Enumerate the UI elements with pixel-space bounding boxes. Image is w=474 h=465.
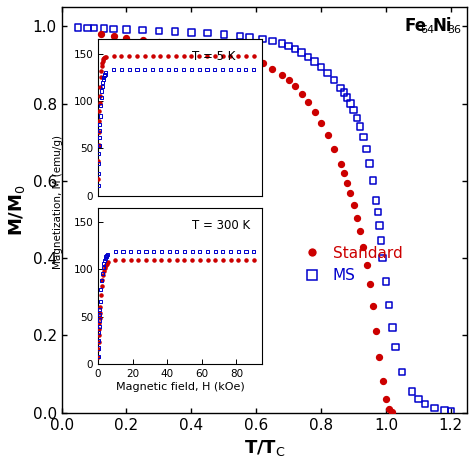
Point	[188, 42, 195, 49]
Text: Magnetization, M (emu/g): Magnetization, M (emu/g)	[53, 135, 63, 269]
Point	[373, 197, 380, 204]
Point	[278, 40, 286, 47]
Text: 36: 36	[447, 25, 462, 35]
Point	[374, 208, 382, 216]
Point	[236, 50, 244, 57]
Point	[236, 32, 244, 40]
Point	[84, 24, 91, 32]
Point	[350, 106, 357, 114]
Point	[90, 25, 98, 32]
Point	[376, 222, 383, 229]
Point	[356, 123, 364, 131]
Point	[269, 37, 276, 45]
Point	[379, 377, 386, 385]
Point	[123, 26, 130, 33]
Point	[359, 244, 367, 251]
Point	[366, 281, 374, 288]
Point	[340, 89, 347, 96]
Point	[311, 108, 319, 116]
Point	[353, 214, 361, 221]
Point	[204, 44, 211, 51]
Point	[292, 82, 299, 90]
Point	[353, 114, 361, 121]
Point	[359, 133, 367, 141]
Point	[385, 405, 393, 412]
Point	[440, 406, 448, 414]
Point	[421, 400, 428, 408]
Point	[398, 368, 406, 376]
Point	[363, 146, 370, 153]
Text: Ni: Ni	[433, 17, 452, 35]
Point	[109, 25, 117, 33]
Point	[379, 254, 386, 262]
Point	[74, 24, 82, 31]
Point	[340, 169, 347, 177]
X-axis label: T/T$_{\rm C}$: T/T$_{\rm C}$	[244, 438, 285, 458]
Point	[304, 53, 312, 60]
Point	[155, 38, 163, 46]
Point	[337, 84, 344, 92]
Point	[447, 408, 455, 415]
Point	[246, 33, 254, 41]
Point	[366, 159, 374, 167]
Point	[346, 100, 354, 107]
Point	[324, 132, 331, 139]
Point	[188, 29, 195, 36]
Point	[292, 46, 299, 53]
Point	[389, 408, 396, 416]
Point	[285, 42, 292, 50]
Point	[431, 404, 438, 412]
Point	[317, 63, 325, 71]
Point	[356, 228, 364, 235]
Point	[269, 65, 276, 73]
Point	[304, 99, 312, 106]
Point	[382, 278, 390, 285]
Point	[220, 31, 228, 38]
Point	[246, 53, 254, 61]
Point	[373, 327, 380, 334]
Point	[376, 353, 383, 360]
Point	[337, 160, 344, 168]
Point	[123, 34, 130, 41]
Point	[298, 90, 305, 98]
Point	[363, 261, 370, 268]
Point	[259, 35, 266, 43]
Point	[369, 303, 377, 310]
Point	[204, 29, 211, 37]
Point	[298, 49, 305, 56]
Point	[324, 69, 331, 77]
Point	[408, 388, 416, 395]
Point	[392, 343, 400, 351]
Point	[171, 40, 179, 47]
Point	[389, 324, 396, 332]
Point	[317, 119, 325, 126]
Point	[385, 301, 393, 309]
Point	[278, 71, 286, 78]
Point	[343, 94, 351, 101]
Point	[155, 27, 163, 34]
Point	[369, 177, 377, 184]
Point	[330, 76, 338, 84]
Point	[220, 46, 228, 53]
Point	[377, 237, 385, 245]
Point	[139, 36, 146, 44]
Point	[97, 30, 104, 38]
Point	[350, 201, 357, 208]
Y-axis label: M/M$_0$: M/M$_0$	[7, 184, 27, 236]
Point	[139, 27, 146, 34]
Point	[343, 179, 351, 186]
Point	[285, 77, 292, 84]
Point	[171, 28, 179, 35]
Point	[311, 58, 319, 65]
Point	[415, 395, 422, 403]
Point	[100, 25, 108, 32]
Point	[109, 32, 117, 40]
Point	[346, 189, 354, 197]
Point	[330, 145, 338, 153]
Legend: Standard, MS: Standard, MS	[296, 246, 403, 283]
Point	[382, 395, 390, 403]
Point	[259, 59, 266, 66]
Text: Fe: Fe	[404, 17, 426, 35]
Text: 64: 64	[420, 25, 434, 35]
